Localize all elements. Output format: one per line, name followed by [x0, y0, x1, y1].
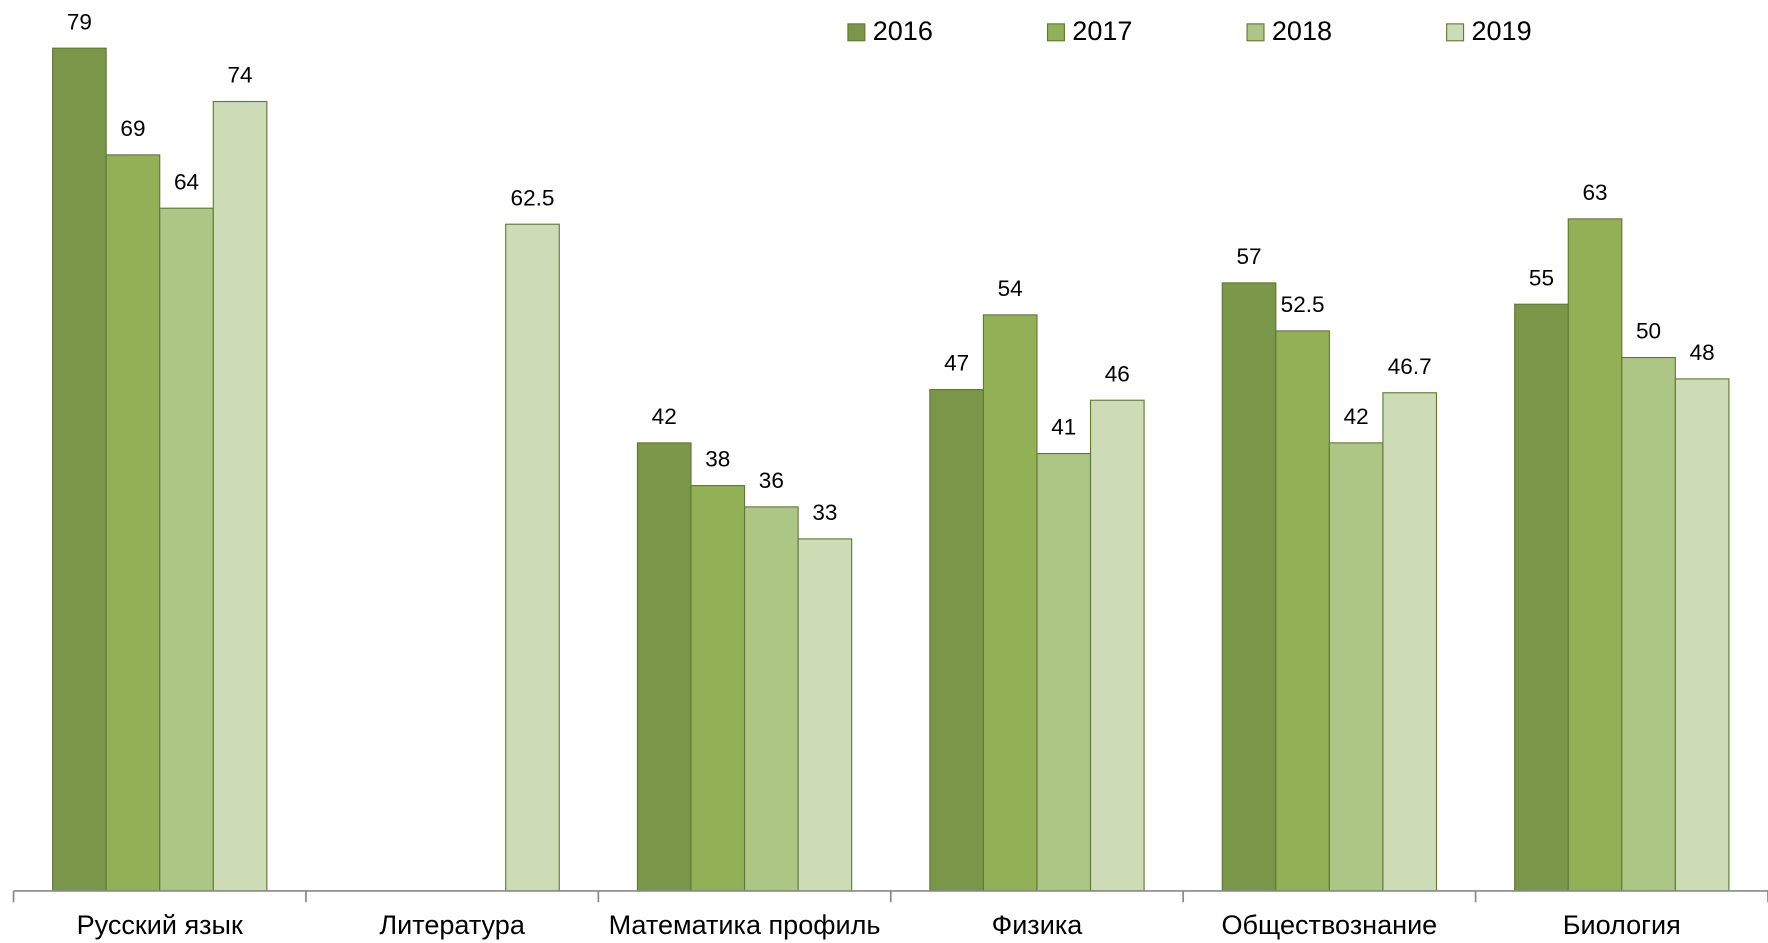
bar [690, 485, 746, 892]
x-tick-label: Математика профиль [609, 910, 881, 940]
bar [1674, 378, 1730, 892]
data-label: 47 [944, 351, 969, 376]
data-label: 33 [812, 500, 837, 525]
bar [212, 100, 268, 892]
x-tick-label: Русский язык [77, 910, 243, 940]
data-label: 36 [759, 468, 784, 493]
bar [929, 388, 984, 892]
legend-label: 2016 [873, 16, 933, 46]
data-label: 62.5 [511, 185, 555, 210]
bar [743, 506, 799, 892]
legend-label: 2019 [1471, 16, 1531, 46]
data-label: 54 [998, 276, 1023, 301]
data-label: 41 [1051, 415, 1076, 440]
bar [1567, 218, 1623, 892]
legend-label: 2017 [1072, 16, 1132, 46]
x-tick-label: Обществознание [1222, 910, 1438, 940]
data-label: 46.7 [1388, 354, 1432, 379]
data-label: 42 [1344, 404, 1369, 429]
bar [1328, 442, 1384, 892]
bar [1382, 392, 1438, 892]
legend-label: 2018 [1272, 16, 1332, 46]
bar [1514, 303, 1569, 892]
data-label: 46 [1105, 361, 1130, 386]
data-label: 79 [67, 9, 92, 34]
data-label: 48 [1690, 340, 1715, 365]
data-label: 74 [228, 63, 253, 88]
data-label: 55 [1529, 265, 1554, 290]
x-tick-label: Биология [1563, 910, 1681, 940]
data-label: 38 [705, 447, 730, 472]
bar [1036, 453, 1092, 892]
data-label: 50 [1636, 319, 1661, 344]
data-label: 42 [652, 404, 677, 429]
data-label: 52.5 [1281, 292, 1325, 317]
bar [1275, 330, 1330, 892]
bar [159, 207, 214, 892]
legend-swatch [1046, 23, 1065, 42]
x-tick-label: Литература [379, 910, 525, 940]
bar [1221, 282, 1277, 892]
legend-swatch [1246, 23, 1265, 42]
legend-swatch [847, 23, 866, 42]
bar [505, 223, 560, 892]
bar [982, 314, 1038, 892]
bar [1089, 399, 1145, 892]
bar [636, 442, 692, 892]
data-label: 63 [1582, 180, 1607, 205]
data-label: 57 [1236, 244, 1261, 269]
data-label: 64 [174, 169, 199, 194]
legend-swatch [1446, 23, 1465, 42]
x-tick-label: Физика [992, 910, 1084, 940]
bar [52, 47, 107, 892]
bar [105, 154, 161, 892]
bar [1621, 356, 1676, 892]
bar [797, 538, 853, 892]
data-label: 69 [120, 116, 145, 141]
